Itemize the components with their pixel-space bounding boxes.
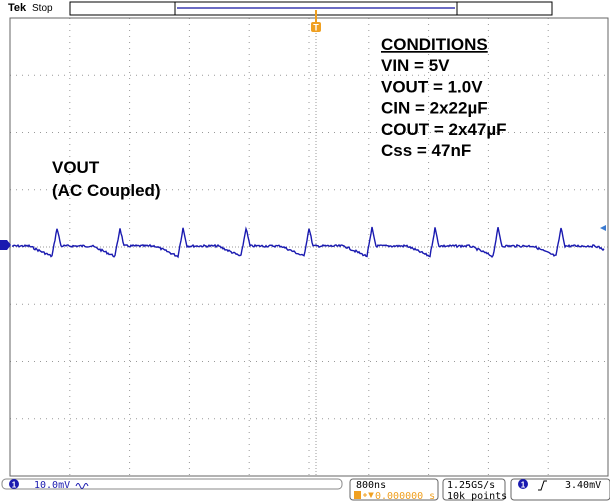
delay-icon: [354, 491, 361, 499]
condition: COUT = 2x47µF: [381, 120, 507, 139]
conditions-title: CONDITIONS: [381, 35, 488, 54]
acq-box: [442, 478, 506, 501]
condition: VIN = 5V: [381, 56, 450, 75]
channel-box: [1, 478, 343, 490]
trigger-channel: 1: [521, 481, 526, 490]
trigger-icon: [311, 22, 321, 32]
delay-arrow: [363, 492, 374, 499]
channel-marker: [0, 240, 11, 250]
trace-note: (AC Coupled): [52, 181, 161, 200]
channel-icon: [9, 479, 19, 489]
bandwidth-icon: [75, 483, 89, 489]
waveform: [11, 226, 605, 259]
trigger-slope: [538, 480, 547, 491]
trigger-box: [510, 478, 610, 501]
record-length: 10k points: [447, 491, 507, 501]
brand: Tek: [8, 2, 27, 14]
condition: Css = 47nF: [381, 141, 471, 160]
channel-number: 1: [12, 481, 17, 490]
condition: VOUT = 1.0V: [381, 77, 483, 96]
trigger-level-marker: [600, 225, 606, 231]
run-status: Stop: [32, 3, 53, 14]
timebase-box: [349, 478, 439, 501]
delay: 0.000000 s: [375, 491, 435, 501]
trigger-level: 3.40mV: [565, 480, 601, 491]
plot-frame: [9, 17, 609, 477]
trigger-channel-icon: [518, 479, 528, 489]
graticule: [10, 18, 608, 476]
trigger-marker: T: [313, 23, 319, 33]
condition: CIN = 2x22µF: [381, 99, 488, 118]
timebase: 800ns: [356, 480, 386, 491]
sample-rate: 1.25GS/s: [447, 480, 495, 491]
trace-label: VOUT: [52, 158, 100, 177]
channel-scale: 10.0mV: [34, 480, 70, 491]
